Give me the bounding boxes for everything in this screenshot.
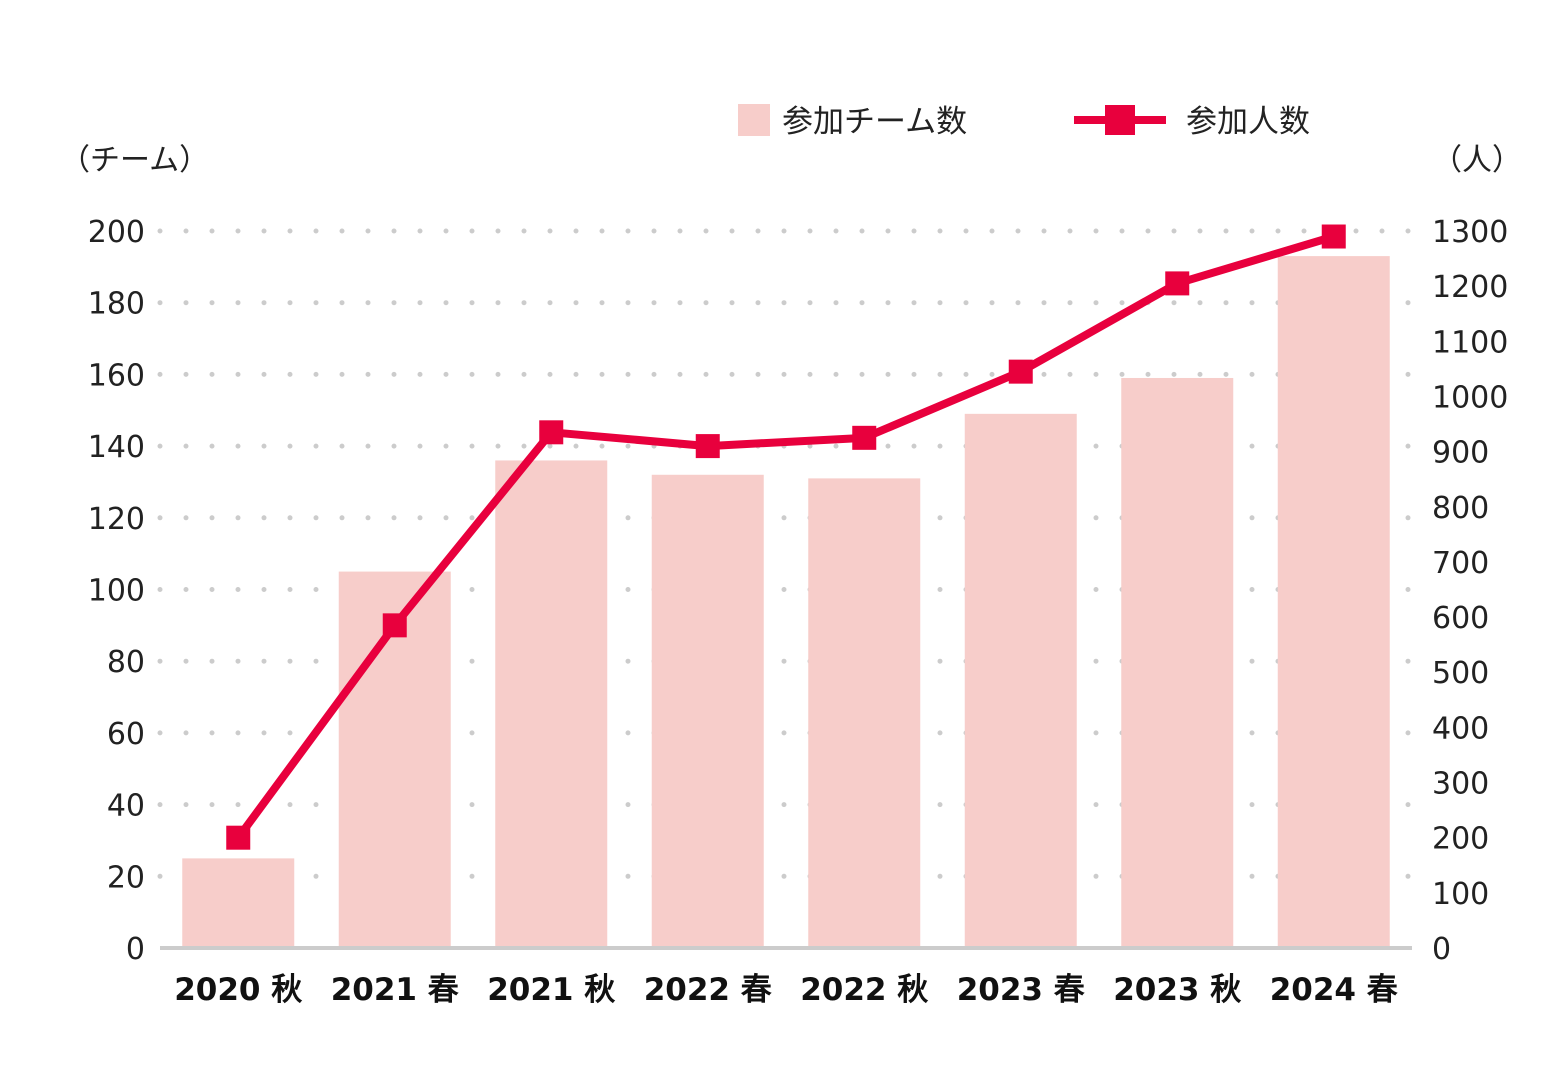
left-tick-label: 40 (107, 789, 145, 824)
right-tick-label: 1100 (1432, 325, 1508, 360)
left-tick-label: 80 (107, 645, 145, 680)
right-tick-label: 800 (1432, 491, 1489, 526)
bar (1277, 256, 1390, 949)
right-tick-label: 600 (1432, 601, 1489, 636)
legend-line-marker (1105, 105, 1135, 135)
x-tick-label: 2023 春 (957, 972, 1085, 1008)
legend-bar-swatch (738, 104, 770, 136)
left-tick-label: 120 (88, 502, 145, 537)
legend: 参加チーム数 参加人数 (738, 104, 1310, 140)
line-point (695, 434, 720, 459)
legend-bar-label: 参加チーム数 (782, 104, 967, 140)
right-y-axis: 0 100 200 300 400 500 600 700 800 900 1000 1100 1200… (1432, 215, 1508, 967)
line-point (539, 420, 564, 445)
line-point (382, 613, 407, 638)
line-point (1165, 271, 1190, 296)
x-tick-label: 2022 春 (644, 972, 772, 1008)
right-tick-label: 500 (1432, 656, 1489, 691)
legend-line-label: 参加人数 (1186, 104, 1310, 140)
line-point (1321, 224, 1346, 249)
bar (1121, 377, 1234, 948)
right-tick-label: 100 (1432, 877, 1489, 912)
series-line (235, 232, 1335, 841)
left-tick-label: 160 (88, 358, 145, 393)
right-tick-label: 200 (1432, 822, 1489, 857)
line-point (226, 825, 251, 850)
bar (495, 460, 608, 948)
right-tick-label: 300 (1432, 767, 1489, 802)
bar (808, 478, 921, 948)
right-tick-label: 400 (1432, 711, 1489, 746)
line-point (852, 425, 877, 450)
x-tick-label: 2021 秋 (487, 972, 615, 1008)
left-axis-unit-label: （チーム） (60, 143, 209, 178)
line-series (226, 224, 1346, 850)
left-y-axis: 0 20 40 60 80 100 120 140 160 180 200 (88, 215, 145, 967)
right-tick-label: 0 (1432, 932, 1451, 967)
bar-series (182, 256, 1390, 949)
left-tick-label: 200 (88, 215, 145, 250)
right-tick-label: 1200 (1432, 270, 1508, 305)
right-axis-unit-label: （人） (1432, 143, 1522, 178)
x-tick-label: 2024 春 (1270, 972, 1398, 1008)
bar (182, 858, 295, 948)
left-tick-label: 20 (107, 860, 145, 895)
left-tick-label: 60 (107, 717, 145, 752)
right-tick-label: 900 (1432, 436, 1489, 471)
bar (964, 413, 1077, 949)
right-tick-label: 700 (1432, 546, 1489, 581)
left-tick-label: 180 (88, 287, 145, 322)
right-tick-label: 1300 (1432, 215, 1508, 250)
x-tick-label: 2023 秋 (1113, 972, 1241, 1008)
x-tick-label: 2020 秋 (174, 972, 302, 1008)
right-tick-label: 1000 (1432, 380, 1508, 415)
x-tick-label: 2021 春 (331, 972, 459, 1008)
x-axis: 2020 秋 2021 春 2021 秋 2022 春 2022 秋 2023 春 2023… (174, 972, 1398, 1008)
bar (651, 474, 764, 948)
left-tick-label: 0 (126, 932, 145, 967)
left-tick-label: 140 (88, 430, 145, 465)
left-tick-label: 100 (88, 574, 145, 609)
x-tick-label: 2022 秋 (800, 972, 928, 1008)
line-point (1008, 359, 1033, 384)
